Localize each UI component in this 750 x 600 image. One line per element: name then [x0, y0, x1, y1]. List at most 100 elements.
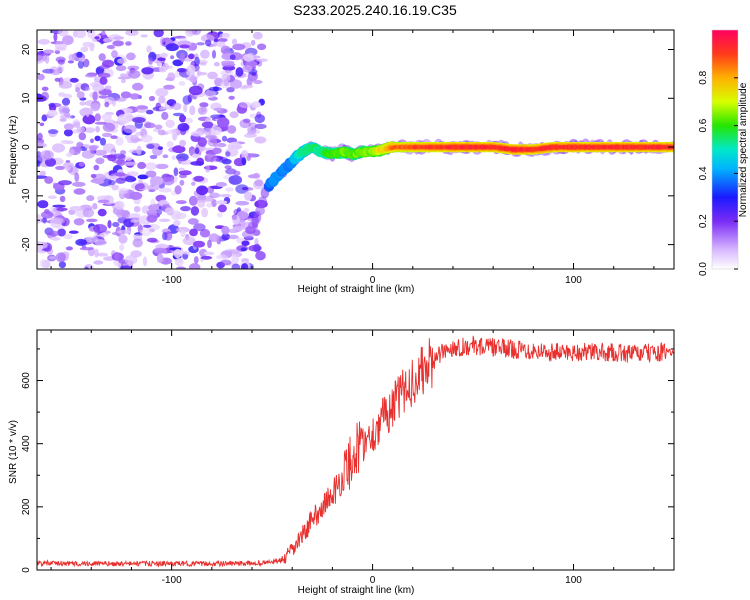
noise-blob	[166, 141, 174, 148]
noise-blob	[37, 38, 50, 45]
noise-blob	[213, 124, 218, 131]
ridge-halo	[255, 206, 265, 216]
noise-blob	[112, 221, 120, 228]
noise-blob	[201, 207, 209, 218]
noise-blob	[217, 117, 230, 128]
noise-blob	[199, 248, 208, 257]
noise-blob	[132, 82, 144, 91]
noise-blob	[37, 200, 49, 209]
heatmap-frame	[36, 29, 675, 270]
noise-blob	[40, 259, 46, 268]
snr-x-axis: -100 0 100	[50, 330, 655, 586]
noise-blob	[150, 198, 156, 206]
noise-blob	[181, 159, 192, 165]
noise-blob	[82, 207, 94, 218]
noise-blob	[190, 206, 200, 216]
noise-blob	[95, 157, 105, 165]
noise-blob	[177, 158, 184, 162]
noise-blob	[115, 65, 127, 72]
noise-blob	[115, 137, 124, 146]
noise-blob	[211, 49, 217, 59]
noise-blob	[75, 87, 80, 93]
noise-blob	[124, 255, 138, 265]
noise-blob	[94, 248, 99, 258]
noise-blob	[229, 79, 243, 89]
noise-blob	[101, 113, 112, 121]
colorbar-tick-label: 0.2	[698, 214, 709, 228]
noise-blob	[231, 254, 240, 264]
noise-blob	[231, 38, 238, 45]
noise-blob	[188, 53, 195, 60]
noise-blob	[173, 167, 179, 176]
noise-blob	[174, 185, 182, 195]
noise-blob	[119, 73, 128, 77]
noise-blob	[177, 68, 186, 73]
noise-blob	[208, 86, 222, 92]
noise-blob	[58, 92, 66, 97]
noise-blob	[210, 126, 222, 136]
noise-blob	[40, 150, 54, 160]
noise-blob	[121, 78, 126, 84]
noise-blob	[204, 89, 216, 98]
noise-blob	[220, 259, 232, 266]
noise-blob	[79, 101, 86, 106]
noise-blob	[204, 153, 217, 162]
noise-blob	[137, 174, 149, 180]
noise-blob	[246, 77, 253, 87]
noise-blob	[148, 57, 154, 65]
noise-blob	[155, 163, 169, 170]
noise-blob	[52, 69, 61, 76]
noise-blob	[178, 81, 186, 86]
noise-blob	[184, 117, 193, 124]
noise-blob	[205, 165, 211, 173]
noise-blob	[44, 54, 50, 64]
x-tick-label: 0	[370, 275, 376, 286]
noise-blob	[155, 244, 170, 249]
noise-blob	[210, 114, 224, 119]
noise-blob	[203, 251, 215, 256]
noise-blob	[97, 208, 107, 217]
noise-blob	[58, 81, 73, 89]
noise-blob	[247, 126, 257, 134]
noise-blob	[108, 179, 116, 186]
noise-blob	[146, 237, 158, 243]
noise-blob	[84, 127, 96, 133]
noise-blob	[85, 108, 90, 118]
noise-blob	[200, 49, 210, 59]
noise-blob	[63, 129, 73, 137]
noise-blob	[189, 263, 201, 269]
noise-blob	[79, 247, 94, 251]
noise-blob	[221, 225, 230, 235]
noise-blob	[47, 109, 58, 117]
noise-blob	[238, 101, 252, 109]
noise-blob	[206, 202, 213, 208]
noise-blob	[84, 144, 91, 149]
noise-blob	[162, 106, 176, 110]
noise-blob	[59, 115, 73, 119]
noise-blob	[255, 251, 266, 261]
noise-blob	[115, 177, 126, 184]
noise-blob	[189, 105, 196, 116]
noise-blob	[180, 229, 186, 238]
noise-blob	[92, 203, 98, 210]
noise-blob	[112, 40, 124, 47]
noise-blob	[58, 180, 72, 186]
noise-blob	[215, 182, 227, 187]
noise-blob	[37, 55, 45, 64]
noise-blob	[65, 246, 73, 251]
noise-blob	[76, 126, 85, 133]
noise-blob	[165, 43, 179, 52]
noise-blob	[59, 118, 67, 122]
noise-blob	[116, 159, 126, 166]
noise-blob	[137, 161, 147, 170]
noise-blob	[240, 247, 247, 252]
noise-blob	[40, 211, 54, 219]
noise-blob	[235, 200, 250, 206]
noise-blob	[74, 30, 86, 39]
noise-blob	[178, 167, 185, 171]
noise-blob	[66, 152, 73, 158]
noise-blob	[164, 207, 175, 214]
noise-blob	[69, 205, 83, 212]
noise-blob	[102, 59, 115, 68]
noise-blob	[125, 41, 132, 46]
